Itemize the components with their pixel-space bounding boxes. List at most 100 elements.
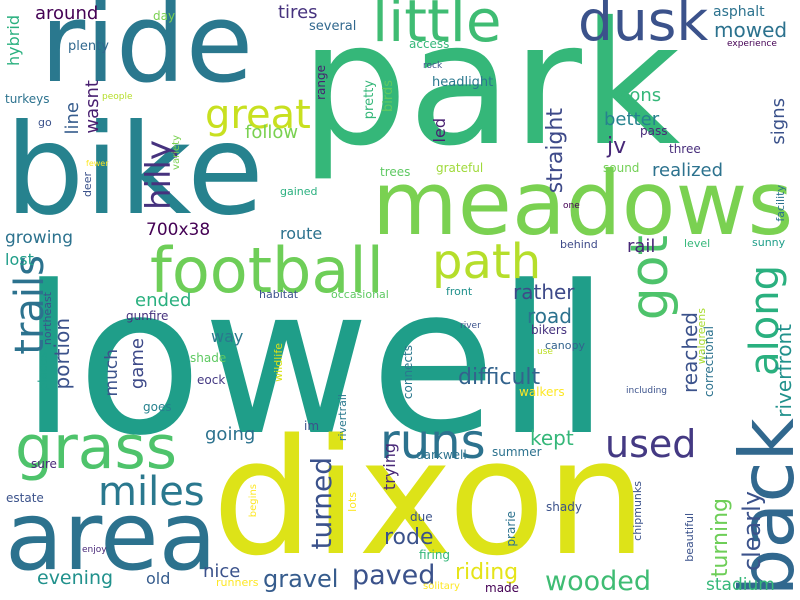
word-places: places (36, 352, 50, 391)
word-wasnt: wasnt (82, 80, 103, 134)
word-front: front (446, 285, 473, 298)
word-paved: paved (352, 560, 436, 591)
word-rail: rail (627, 236, 656, 257)
word-meadows: meadows (372, 152, 794, 255)
word-solitary: solitary (423, 581, 460, 592)
word-grass: grass (15, 413, 178, 483)
word-canopy: canopy (545, 339, 585, 352)
word-jv: jv (607, 134, 627, 159)
word-sunny: sunny (752, 236, 786, 249)
word-turned: turned (305, 457, 338, 550)
word-signs: signs (768, 98, 789, 145)
word-better: better (604, 109, 660, 130)
word-turning: turning (708, 498, 733, 578)
word-ended: ended (135, 290, 192, 311)
word-rather: rather (513, 280, 575, 304)
word-lowell: lowell (20, 243, 611, 481)
word-dusk: dusk (578, 0, 709, 53)
word-summer: summer (492, 445, 542, 459)
word-area: area (5, 482, 217, 592)
word-game: game (127, 338, 148, 390)
word-darkwell: darkwell (416, 448, 467, 462)
word-mowed: mowed (714, 18, 788, 42)
word-way: way (211, 327, 244, 346)
word-stadium: stadium (706, 575, 775, 595)
word-straight: straight (543, 108, 568, 194)
word-route: route (280, 224, 323, 243)
word-asphalt: asphalt (713, 4, 765, 20)
word-follow: follow (245, 122, 299, 143)
word-habitat: habitat (259, 288, 299, 301)
word-wooded: wooded (545, 566, 652, 597)
word-northeast: northeast (41, 292, 54, 346)
word-prarie: prarie (504, 511, 518, 547)
word-trying: trying (380, 443, 399, 491)
word-firing: firing (419, 548, 451, 562)
word-kept: kept (530, 426, 574, 450)
word-level: level (684, 237, 711, 250)
word-shady: shady (546, 500, 582, 514)
word-little: little (372, 0, 502, 55)
word-700x38: 700x38 (146, 220, 211, 240)
word-growing: growing (5, 228, 73, 248)
word-chipmunks: chipmunks (631, 481, 644, 541)
word-three: three (669, 142, 701, 156)
word-nice: nice (203, 561, 241, 582)
word-miles: miles (98, 469, 205, 515)
word-road: road (527, 304, 572, 328)
word-experience: experience (727, 39, 777, 49)
word-hybrid: hybrid (4, 15, 23, 66)
word-people: people (102, 92, 133, 102)
word-lots: lots (346, 492, 359, 512)
word-sound: sound (603, 161, 640, 175)
word-birds: birds (381, 80, 396, 113)
word-gravel: gravel (263, 565, 339, 593)
word-variety: variety (171, 135, 182, 170)
word-rivertrail: rivertrail (336, 394, 349, 442)
word-im: im (304, 419, 320, 433)
word-made: made (485, 581, 520, 595)
word-evening: evening (37, 567, 114, 589)
word-great: great (205, 92, 311, 138)
word-correctional: correctional (702, 326, 716, 397)
word-several: several (309, 19, 357, 34)
word-lost: lost (5, 250, 34, 269)
word-led: led (430, 118, 449, 143)
word-bikers: bikers (531, 323, 568, 337)
word-due: due (410, 510, 433, 524)
word-path: path (432, 234, 542, 290)
word-old: old (146, 569, 171, 588)
word-range: range (314, 65, 328, 100)
word-eock: eock (197, 373, 226, 387)
word-rock: rock (423, 61, 443, 71)
word-occasional: occasional (331, 288, 389, 301)
word-dixon: dixon (212, 404, 648, 591)
word-shade: shade (190, 351, 227, 365)
word-much: much (102, 349, 122, 397)
word-facility: facility (774, 185, 787, 222)
word-pretty: pretty (362, 80, 377, 120)
word-walkers: walkers (519, 385, 565, 399)
word-estate: estate (6, 491, 44, 505)
word-goes: goes (143, 400, 172, 414)
word-used: used (605, 422, 697, 466)
word-gained: gained (280, 185, 318, 198)
word-one: one (563, 201, 580, 211)
word-turkeys: turkeys (5, 92, 50, 106)
word-realized: realized (652, 160, 724, 181)
word-headlight: headlight (432, 75, 494, 90)
word-trees: trees (380, 165, 411, 179)
word-around: around (35, 3, 99, 24)
word-pass: pass (640, 124, 668, 138)
word-ride: ride (40, 0, 254, 107)
word-beautiful: beautiful (683, 513, 696, 562)
word-going: going (205, 424, 256, 445)
word-fewer: fewer (86, 159, 109, 168)
word-sure: sure (31, 457, 57, 471)
word-sons: sons (620, 85, 662, 106)
word-plenty: plenty (68, 39, 109, 54)
word-gunfire: gunfire (126, 309, 169, 323)
word-difficult: difficult (458, 365, 541, 390)
word-rode: rode (384, 525, 434, 550)
